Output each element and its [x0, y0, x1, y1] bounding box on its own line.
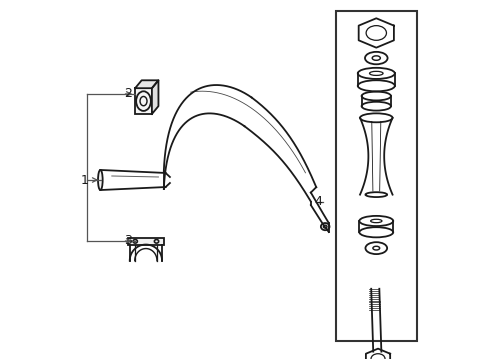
Polygon shape [152, 80, 158, 114]
Text: 3: 3 [124, 234, 132, 247]
Text: 2: 2 [124, 87, 132, 100]
Ellipse shape [98, 170, 102, 190]
Bar [335, 12, 416, 341]
Bar [128, 238, 163, 244]
Text: 4: 4 [313, 195, 321, 208]
Polygon shape [135, 80, 158, 88]
Text: 1: 1 [81, 174, 89, 186]
Bar [135, 88, 152, 114]
